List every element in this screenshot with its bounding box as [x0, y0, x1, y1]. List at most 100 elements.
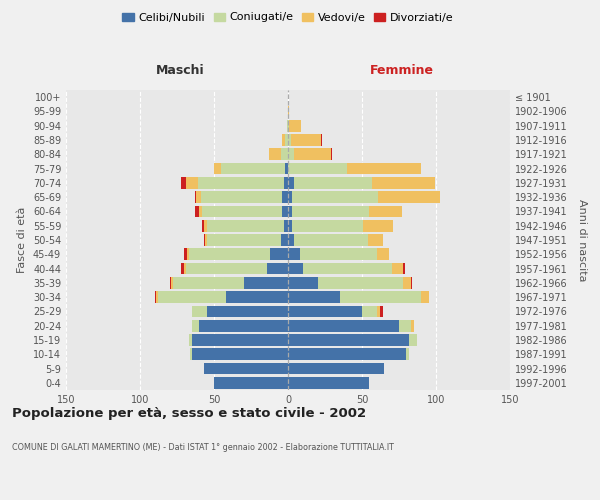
Bar: [186, 262, 267, 274]
Bar: [288, 120, 289, 132]
Bar: [331, 148, 332, 160]
Text: Popolazione per età, sesso e stato civile - 2002: Popolazione per età, sesso e stato civil…: [12, 408, 366, 420]
Bar: [378, 192, 440, 203]
Bar: [186, 177, 198, 188]
Bar: [184, 248, 187, 260]
Bar: [288, 177, 294, 188]
Bar: [288, 334, 409, 346]
Bar: [199, 320, 288, 332]
Bar: [303, 262, 392, 274]
Bar: [192, 334, 288, 346]
Bar: [347, 162, 421, 174]
Bar: [403, 277, 411, 288]
Bar: [409, 334, 417, 346]
Bar: [196, 192, 200, 203]
Bar: [195, 192, 196, 203]
Bar: [244, 277, 288, 288]
Bar: [294, 148, 331, 160]
Bar: [411, 320, 414, 332]
Bar: [206, 220, 284, 232]
Bar: [285, 134, 288, 146]
Bar: [192, 320, 199, 332]
Text: Maschi: Maschi: [155, 64, 205, 78]
Bar: [202, 220, 203, 232]
Bar: [281, 234, 288, 246]
Bar: [368, 234, 383, 246]
Bar: [155, 292, 156, 303]
Bar: [202, 206, 282, 218]
Y-axis label: Anni di nascita: Anni di nascita: [577, 198, 587, 281]
Bar: [288, 320, 399, 332]
Bar: [200, 192, 282, 203]
Bar: [291, 134, 320, 146]
Bar: [320, 134, 322, 146]
Bar: [421, 292, 428, 303]
Bar: [192, 306, 206, 318]
Bar: [288, 162, 347, 174]
Bar: [181, 262, 184, 274]
Bar: [221, 162, 285, 174]
Bar: [399, 320, 411, 332]
Bar: [187, 248, 189, 260]
Bar: [199, 206, 202, 218]
Bar: [203, 362, 288, 374]
Bar: [289, 120, 301, 132]
Bar: [406, 348, 409, 360]
Bar: [158, 292, 226, 303]
Bar: [377, 306, 380, 318]
Bar: [292, 206, 370, 218]
Bar: [411, 277, 412, 288]
Bar: [288, 234, 294, 246]
Bar: [282, 206, 288, 218]
Bar: [288, 148, 294, 160]
Bar: [370, 206, 402, 218]
Bar: [184, 262, 186, 274]
Bar: [294, 177, 373, 188]
Bar: [373, 177, 434, 188]
Legend: Celibi/Nubili, Coniugati/e, Vedovi/e, Divorziati/e: Celibi/Nubili, Coniugati/e, Vedovi/e, Di…: [118, 8, 458, 27]
Bar: [392, 262, 403, 274]
Bar: [288, 306, 362, 318]
Bar: [317, 277, 403, 288]
Bar: [288, 220, 292, 232]
Y-axis label: Fasce di età: Fasce di età: [17, 207, 27, 273]
Bar: [282, 134, 285, 146]
Bar: [226, 292, 288, 303]
Bar: [288, 134, 291, 146]
Bar: [205, 234, 206, 246]
Bar: [288, 277, 317, 288]
Bar: [292, 220, 364, 232]
Bar: [285, 162, 288, 174]
Bar: [288, 192, 292, 203]
Bar: [284, 220, 288, 232]
Bar: [288, 206, 292, 218]
Bar: [288, 348, 406, 360]
Bar: [189, 334, 192, 346]
Bar: [284, 177, 288, 188]
Bar: [364, 220, 393, 232]
Bar: [377, 248, 389, 260]
Bar: [206, 234, 281, 246]
Text: Femmine: Femmine: [370, 64, 434, 78]
Bar: [380, 306, 383, 318]
Bar: [195, 206, 199, 218]
Text: COMUNE DI GALATI MAMERTINO (ME) - Dati ISTAT 1° gennaio 2002 - Elaborazione TUTT: COMUNE DI GALATI MAMERTINO (ME) - Dati I…: [12, 442, 394, 452]
Bar: [171, 277, 173, 288]
Bar: [287, 120, 288, 132]
Bar: [288, 377, 370, 388]
Bar: [300, 248, 377, 260]
Bar: [206, 306, 288, 318]
Bar: [362, 306, 377, 318]
Bar: [192, 348, 288, 360]
Bar: [203, 234, 205, 246]
Bar: [189, 248, 270, 260]
Bar: [288, 292, 340, 303]
Bar: [288, 106, 289, 118]
Bar: [294, 234, 368, 246]
Bar: [214, 377, 288, 388]
Bar: [288, 248, 300, 260]
Bar: [173, 277, 244, 288]
Bar: [203, 220, 206, 232]
Bar: [282, 192, 288, 203]
Bar: [269, 148, 281, 160]
